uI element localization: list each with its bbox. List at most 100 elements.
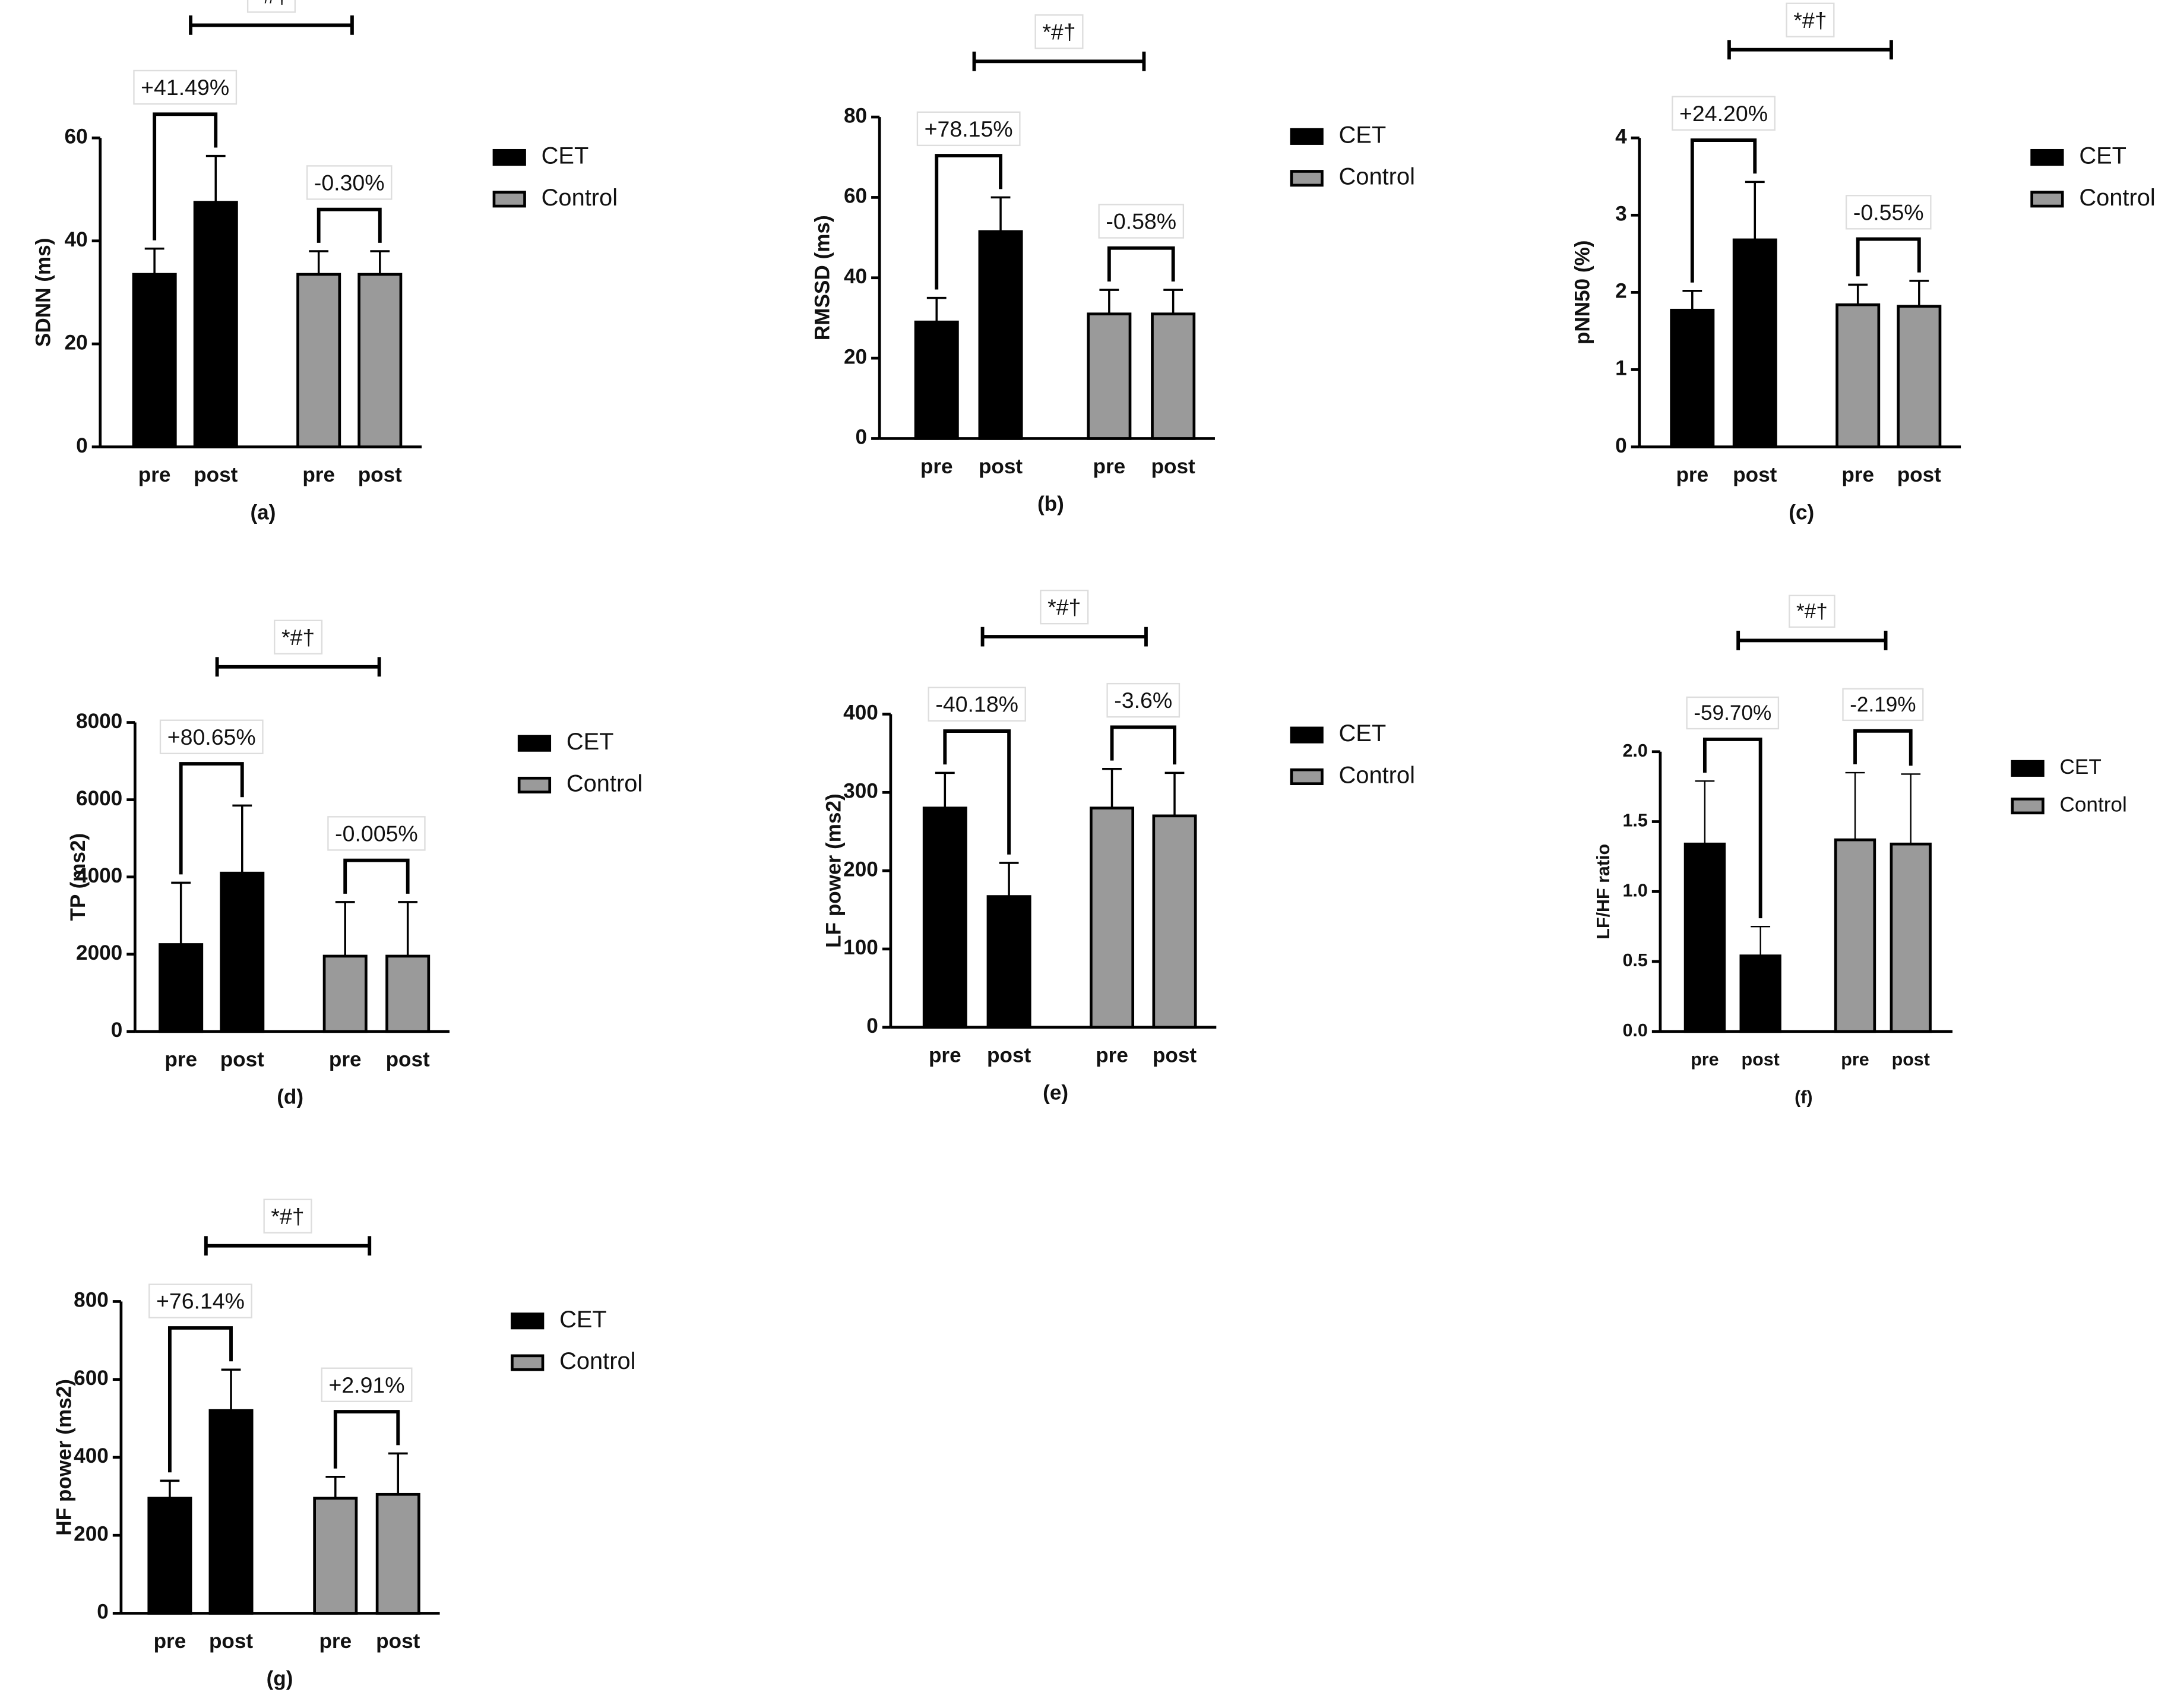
significance-label: *#†: [255, 0, 288, 8]
x-tick-label: post: [194, 463, 238, 486]
legend-label: Control: [1339, 762, 1415, 788]
y-tick-label: 0: [76, 434, 88, 457]
label-box: [1686, 696, 1780, 730]
change-bracket: [943, 729, 1011, 855]
y-tick-label: 4000: [76, 864, 122, 887]
legend-swatch: [511, 1312, 545, 1330]
bar: [1834, 838, 1876, 1033]
panel-label: (f): [1795, 1087, 1812, 1107]
bar: [357, 273, 403, 448]
y-tick-label: 2.0: [1622, 741, 1647, 761]
x-tick-label: post: [1892, 1049, 1930, 1070]
change-label: -0.30%: [314, 170, 385, 195]
x-tick-label: post: [1153, 1043, 1197, 1067]
bar: [1087, 312, 1132, 440]
label-box: [1106, 682, 1181, 718]
y-axis-label: LF power (ms2): [822, 793, 845, 948]
y-tick-label: 0: [866, 1014, 878, 1038]
bar: [296, 273, 341, 448]
group-bracket: [1727, 40, 1893, 60]
bar: [1732, 238, 1777, 448]
group-bracket: [1736, 631, 1888, 650]
label-box: [148, 1283, 252, 1318]
change-label: -2.19%: [1850, 693, 1916, 716]
legend-swatch: [2011, 760, 2045, 777]
x-tick-label: pre: [1096, 1043, 1128, 1067]
y-axis-label: HF power (ms2): [52, 1379, 75, 1536]
panel: 0 20 40 60 80 RMSSD (ms) pre post +78.15% CET pre p…: [811, 14, 1415, 515]
legend-label: CET: [1339, 720, 1387, 747]
legend-label: CET: [542, 143, 589, 169]
bar: [322, 954, 368, 1033]
y-tick-label: 200: [843, 858, 878, 881]
significance-label: *#†: [1047, 594, 1081, 619]
change-bracket: [333, 1410, 400, 1469]
y-tick-label: 0: [97, 1601, 109, 1624]
y-tick-label: 0.0: [1622, 1020, 1647, 1040]
legend-swatch: [1290, 726, 1324, 744]
change-bracket: [1702, 737, 1762, 919]
group-bracket: [215, 657, 381, 677]
significance-label: *#†: [281, 625, 315, 650]
label-box: [1786, 2, 1835, 37]
change-bracket: [1107, 246, 1175, 281]
legend-swatch: [492, 191, 526, 208]
x-tick-label: pre: [319, 1630, 352, 1653]
legend-swatch: [517, 735, 552, 752]
bar: [1151, 312, 1196, 440]
x-tick-label: post: [979, 455, 1023, 478]
group-bracket: [189, 15, 354, 35]
significance-label: *#†: [1796, 600, 1828, 623]
y-tick-label: 1: [1615, 357, 1627, 380]
legend-label: CET: [2079, 143, 2126, 169]
legend-swatch: [1290, 768, 1324, 785]
y-tick-label: 0: [856, 426, 868, 449]
label-box: [306, 165, 393, 200]
panel-label: (d): [277, 1086, 303, 1109]
change-bracket: [1856, 237, 1921, 277]
change-label: -0.005%: [335, 821, 418, 846]
change-bracket: [167, 1326, 233, 1473]
y-tick-label: 600: [74, 1367, 109, 1390]
bar: [147, 1497, 192, 1615]
legend-swatch: [511, 1354, 545, 1371]
bar: [1835, 303, 1881, 448]
x-tick-label: post: [209, 1630, 253, 1653]
label-box: [916, 111, 1021, 147]
y-tick-label: 0.5: [1622, 950, 1647, 970]
x-tick-label: pre: [1676, 463, 1708, 486]
x-tick-label: post: [358, 463, 402, 486]
bar: [1739, 954, 1781, 1033]
legend-label: Control: [567, 771, 643, 797]
panel-label: (e): [1043, 1081, 1068, 1105]
x-tick-label: pre: [920, 455, 953, 478]
change-label: -0.58%: [1106, 208, 1176, 233]
change-bracket: [317, 207, 382, 243]
label-box: [1672, 96, 1776, 131]
bar: [208, 1409, 254, 1615]
y-tick-label: 6000: [76, 787, 122, 810]
y-axis-label: LF/HF ratio: [1593, 844, 1613, 940]
label-box: [263, 1198, 312, 1233]
bar: [1683, 842, 1726, 1033]
x-tick-label: pre: [1093, 455, 1125, 478]
group-bracket: [972, 51, 1146, 71]
bar: [922, 806, 967, 1029]
legend-label: Control: [2060, 793, 2127, 816]
change-label: -59.70%: [1694, 701, 1771, 725]
legend-swatch: [492, 148, 526, 166]
y-axis-label: TP (ms2): [67, 833, 90, 921]
legend-label: Control: [559, 1348, 635, 1374]
change-bracket: [1690, 138, 1757, 283]
bar: [193, 201, 238, 448]
panel-label: (a): [250, 501, 276, 524]
x-tick-label: pre: [929, 1043, 961, 1067]
label-box: [159, 719, 264, 754]
bar: [1890, 842, 1932, 1033]
change-label: -0.55%: [1853, 200, 1924, 224]
change-bracket: [1110, 725, 1176, 765]
label-box: [246, 0, 296, 13]
y-tick-label: 20: [65, 331, 88, 354]
